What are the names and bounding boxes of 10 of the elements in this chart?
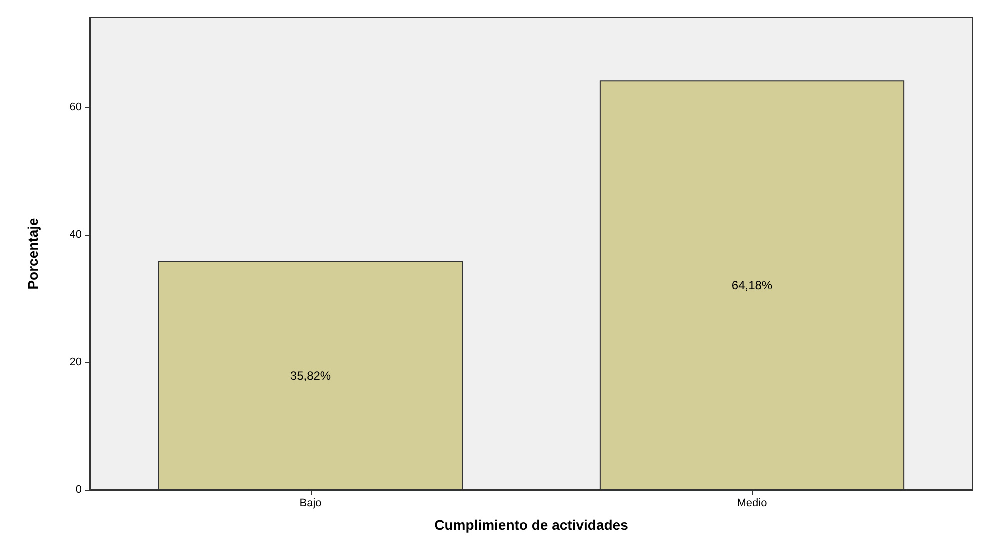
data-label: 35,82% (290, 368, 332, 383)
x-tick-label: Medio (737, 498, 768, 510)
x-axis-title: Cumplimiento de actividades (434, 517, 629, 533)
y-axis-title: Porcentaje (25, 218, 41, 290)
data-label: 64,18% (732, 278, 773, 292)
x-tick-label: Bajo (300, 498, 322, 510)
y-tick-label: 0 (76, 484, 82, 496)
y-tick-label: 20 (70, 356, 82, 368)
y-tick-label: 40 (70, 228, 82, 241)
y-tick-label: 60 (70, 101, 82, 114)
